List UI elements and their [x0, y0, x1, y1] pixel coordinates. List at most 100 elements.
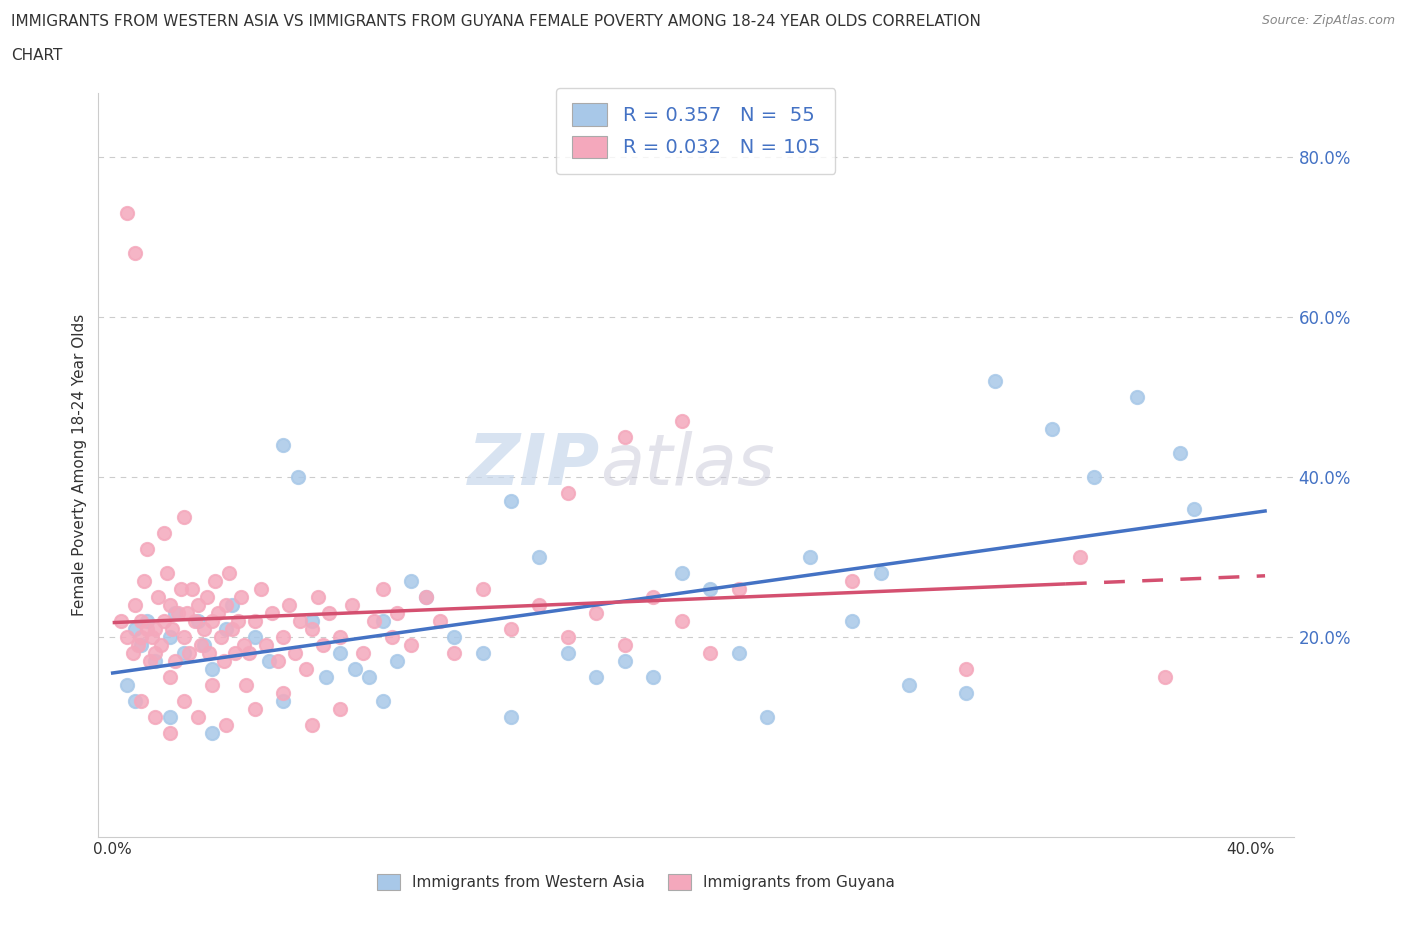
Point: [187, 614, 209, 629]
Point: [267, 654, 290, 669]
Point: [226, 614, 249, 629]
Point: [115, 678, 138, 693]
Point: [141, 630, 163, 644]
Point: [212, 654, 235, 669]
Point: [215, 718, 238, 733]
Point: [841, 614, 863, 629]
Point: [385, 654, 409, 669]
Point: [329, 645, 352, 660]
Point: [173, 645, 195, 660]
Point: [955, 661, 977, 676]
Point: [204, 574, 226, 589]
Point: [159, 670, 181, 684]
Point: [1182, 501, 1205, 516]
Point: [557, 630, 579, 644]
Point: [162, 621, 184, 636]
Point: [955, 685, 977, 700]
Point: [756, 710, 779, 724]
Point: [499, 621, 522, 636]
Point: [135, 621, 157, 636]
Text: IMMIGRANTS FROM WESTERN ASIA VS IMMIGRANTS FROM GUYANA FEMALE POVERTY AMONG 18-2: IMMIGRANTS FROM WESTERN ASIA VS IMMIGRAN…: [11, 14, 981, 29]
Point: [129, 630, 152, 644]
Point: [315, 670, 337, 684]
Point: [148, 590, 170, 604]
Point: [443, 630, 465, 644]
Point: [143, 645, 166, 660]
Point: [329, 630, 352, 644]
Point: [254, 638, 277, 653]
Point: [201, 614, 224, 629]
Point: [209, 630, 232, 644]
Point: [221, 621, 243, 636]
Point: [195, 590, 218, 604]
Point: [184, 614, 207, 629]
Point: [167, 605, 190, 620]
Point: [643, 590, 665, 604]
Point: [984, 374, 1007, 389]
Point: [898, 678, 921, 693]
Point: [173, 510, 195, 525]
Point: [290, 614, 312, 629]
Point: [153, 614, 176, 629]
Point: [201, 678, 224, 693]
Text: CHART: CHART: [11, 48, 63, 63]
Point: [135, 541, 157, 556]
Point: [1069, 550, 1091, 565]
Point: [190, 638, 212, 653]
Point: [318, 605, 340, 620]
Point: [1040, 421, 1063, 436]
Point: [115, 206, 138, 220]
Point: [129, 638, 152, 653]
Point: [159, 725, 181, 740]
Point: [235, 678, 257, 693]
Point: [529, 598, 551, 613]
Point: [121, 645, 143, 660]
Point: [357, 670, 380, 684]
Point: [301, 621, 323, 636]
Point: [273, 694, 295, 709]
Legend: Immigrants from Western Asia, Immigrants from Guyana: Immigrants from Western Asia, Immigrants…: [371, 868, 901, 897]
Point: [557, 645, 579, 660]
Point: [173, 630, 195, 644]
Point: [287, 470, 309, 485]
Point: [799, 550, 821, 565]
Point: [215, 598, 238, 613]
Point: [187, 710, 209, 724]
Point: [260, 605, 283, 620]
Point: [401, 638, 423, 653]
Point: [124, 694, 146, 709]
Point: [1168, 445, 1191, 460]
Point: [343, 661, 366, 676]
Point: [249, 581, 271, 596]
Point: [243, 701, 266, 716]
Point: [870, 565, 893, 580]
Point: [215, 621, 238, 636]
Point: [257, 654, 280, 669]
Point: [173, 694, 195, 709]
Point: [371, 694, 394, 709]
Point: [181, 581, 204, 596]
Point: [329, 701, 352, 716]
Point: [363, 614, 385, 629]
Point: [159, 710, 181, 724]
Point: [671, 414, 693, 429]
Point: [129, 614, 152, 629]
Point: [401, 574, 423, 589]
Point: [301, 718, 323, 733]
Point: [176, 605, 198, 620]
Point: [585, 605, 607, 620]
Point: [529, 550, 551, 565]
Point: [284, 645, 307, 660]
Point: [153, 525, 176, 540]
Point: [643, 670, 665, 684]
Point: [371, 614, 394, 629]
Point: [110, 614, 132, 629]
Point: [193, 621, 215, 636]
Point: [699, 645, 721, 660]
Point: [671, 565, 693, 580]
Point: [1154, 670, 1177, 684]
Point: [159, 598, 181, 613]
Point: [1083, 470, 1105, 485]
Point: [127, 638, 149, 653]
Point: [312, 638, 335, 653]
